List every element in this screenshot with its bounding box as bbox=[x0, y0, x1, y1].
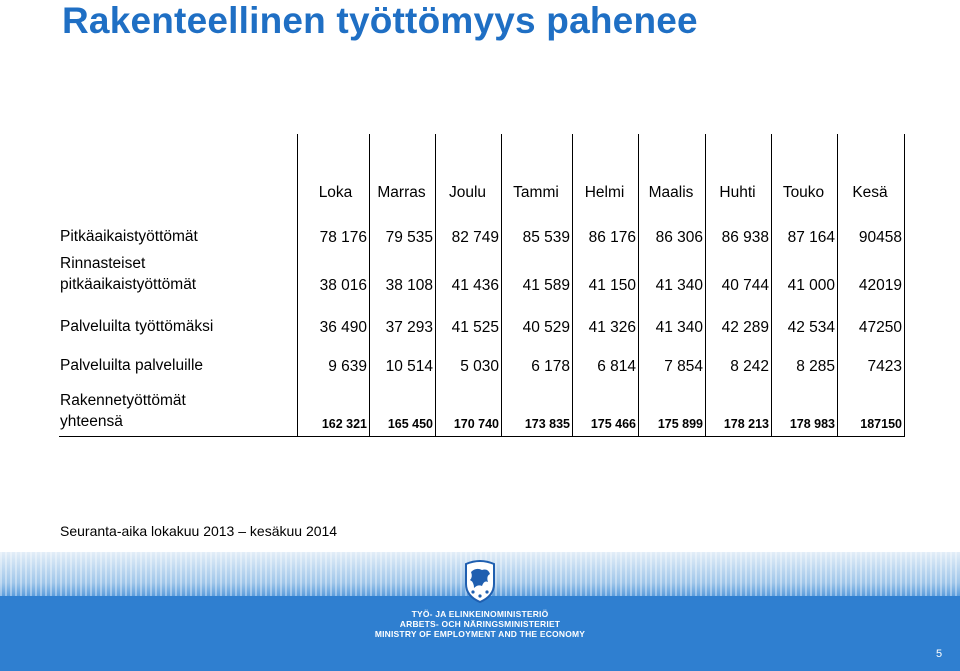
table-cell: 187150 bbox=[837, 381, 905, 437]
table-cell: 8 285 bbox=[771, 342, 838, 381]
table-cell: 10 514 bbox=[369, 342, 436, 381]
table-row: Pitkäaikaistyöttömät 78 176 79 535 82 74… bbox=[59, 211, 905, 253]
table-cell: 6 814 bbox=[572, 342, 639, 381]
table-cell: 47250 bbox=[837, 301, 905, 342]
table-cell: 41 340 bbox=[638, 301, 706, 342]
table-cell: 86 306 bbox=[638, 211, 706, 253]
table-row: Palveluilta palveluille 9 639 10 514 5 0… bbox=[59, 342, 905, 381]
table-cell: 41 340 bbox=[638, 253, 706, 301]
footnote: Seuranta-aika lokakuu 2013 – kesäkuu 201… bbox=[60, 523, 338, 539]
ministry-name-fi: TYÖ- JA ELINKEINOMINISTERIÖ bbox=[411, 609, 549, 619]
table-cell: 175 466 bbox=[572, 381, 639, 437]
page-title: Rakenteellinen työttömyys pahenee bbox=[62, 0, 698, 41]
table-cell: 8 242 bbox=[705, 342, 772, 381]
table-header-row: Loka Marras Joulu Tammi Helmi Maalis Huh… bbox=[59, 134, 905, 211]
table-cell: 38 016 bbox=[297, 253, 370, 301]
column-header: Helmi bbox=[572, 134, 639, 211]
table-cell: 175 899 bbox=[638, 381, 706, 437]
table-cell: 41 525 bbox=[435, 301, 502, 342]
column-header: Maalis bbox=[638, 134, 706, 211]
table-cell: 87 164 bbox=[771, 211, 838, 253]
table-cell: 6 178 bbox=[501, 342, 573, 381]
table-cell: 42 534 bbox=[771, 301, 838, 342]
table-cell: 178 983 bbox=[771, 381, 838, 437]
table-cell: 85 539 bbox=[501, 211, 573, 253]
table-cell: 7423 bbox=[837, 342, 905, 381]
table-cell: 37 293 bbox=[369, 301, 436, 342]
finnish-lion-crest-icon bbox=[465, 560, 495, 604]
row-label: Palveluilta työttömäksi bbox=[60, 318, 214, 335]
table-cell: 90458 bbox=[837, 211, 905, 253]
ministry-name: TYÖ- JA ELINKEINOMINISTERIÖ ARBETS- OCH … bbox=[330, 609, 630, 639]
table-cell: 9 639 bbox=[297, 342, 370, 381]
table-cell: 41 436 bbox=[435, 253, 502, 301]
unemployment-table: Loka Marras Joulu Tammi Helmi Maalis Huh… bbox=[59, 134, 905, 437]
column-header: Marras bbox=[369, 134, 436, 211]
column-header: Tammi bbox=[501, 134, 573, 211]
table-cell: 41 000 bbox=[771, 253, 838, 301]
table-cell: 42019 bbox=[837, 253, 905, 301]
table-cell: 165 450 bbox=[369, 381, 436, 437]
table-cell: 178 213 bbox=[705, 381, 772, 437]
table-cell: 170 740 bbox=[435, 381, 502, 437]
column-header: Touko bbox=[771, 134, 838, 211]
column-header: Loka bbox=[297, 134, 370, 211]
table-cell: 41 150 bbox=[572, 253, 639, 301]
table-row: Palveluilta työttömäksi 36 490 37 293 41… bbox=[59, 301, 905, 342]
row-label: Pitkäaikaistyöttömät bbox=[60, 228, 198, 245]
table-cell: 36 490 bbox=[297, 301, 370, 342]
column-header: Huhti bbox=[705, 134, 772, 211]
ministry-name-en: MINISTRY OF EMPLOYMENT AND THE ECONOMY bbox=[374, 629, 586, 639]
row-label: Rinnasteiset pitkäaikaistyöttömät bbox=[60, 255, 197, 293]
row-label: Palveluilta palveluille bbox=[60, 357, 204, 374]
table-cell: 40 529 bbox=[501, 301, 573, 342]
table-cell: 41 589 bbox=[501, 253, 573, 301]
table-row: Rinnasteiset pitkäaikaistyöttömät 38 016 … bbox=[59, 253, 905, 301]
ministry-name-sv: ARBETS- OCH NÄRINGSMINISTERIET bbox=[399, 619, 561, 629]
row-label: Rakennetyöttömät yhteensä bbox=[59, 381, 298, 437]
table-cell: 86 176 bbox=[572, 211, 639, 253]
table-cell: 5 030 bbox=[435, 342, 502, 381]
table-row-total: Rakennetyöttömät yhteensä 162 321 165 450… bbox=[59, 381, 905, 437]
table-cell: 78 176 bbox=[297, 211, 370, 253]
table-cell: 173 835 bbox=[501, 381, 573, 437]
column-header: Kesä bbox=[837, 134, 905, 211]
table-cell: 40 744 bbox=[705, 253, 772, 301]
table-cell: 82 749 bbox=[435, 211, 502, 253]
table-cell: 41 326 bbox=[572, 301, 639, 342]
table-cell: 79 535 bbox=[369, 211, 436, 253]
table-cell: 42 289 bbox=[705, 301, 772, 342]
header-empty-cell bbox=[59, 134, 298, 211]
table-cell: 7 854 bbox=[638, 342, 706, 381]
page-number: 5 bbox=[936, 648, 943, 660]
table-cell: 162 321 bbox=[297, 381, 370, 437]
table-cell: 38 108 bbox=[369, 253, 436, 301]
column-header: Joulu bbox=[435, 134, 502, 211]
table-cell: 86 938 bbox=[705, 211, 772, 253]
